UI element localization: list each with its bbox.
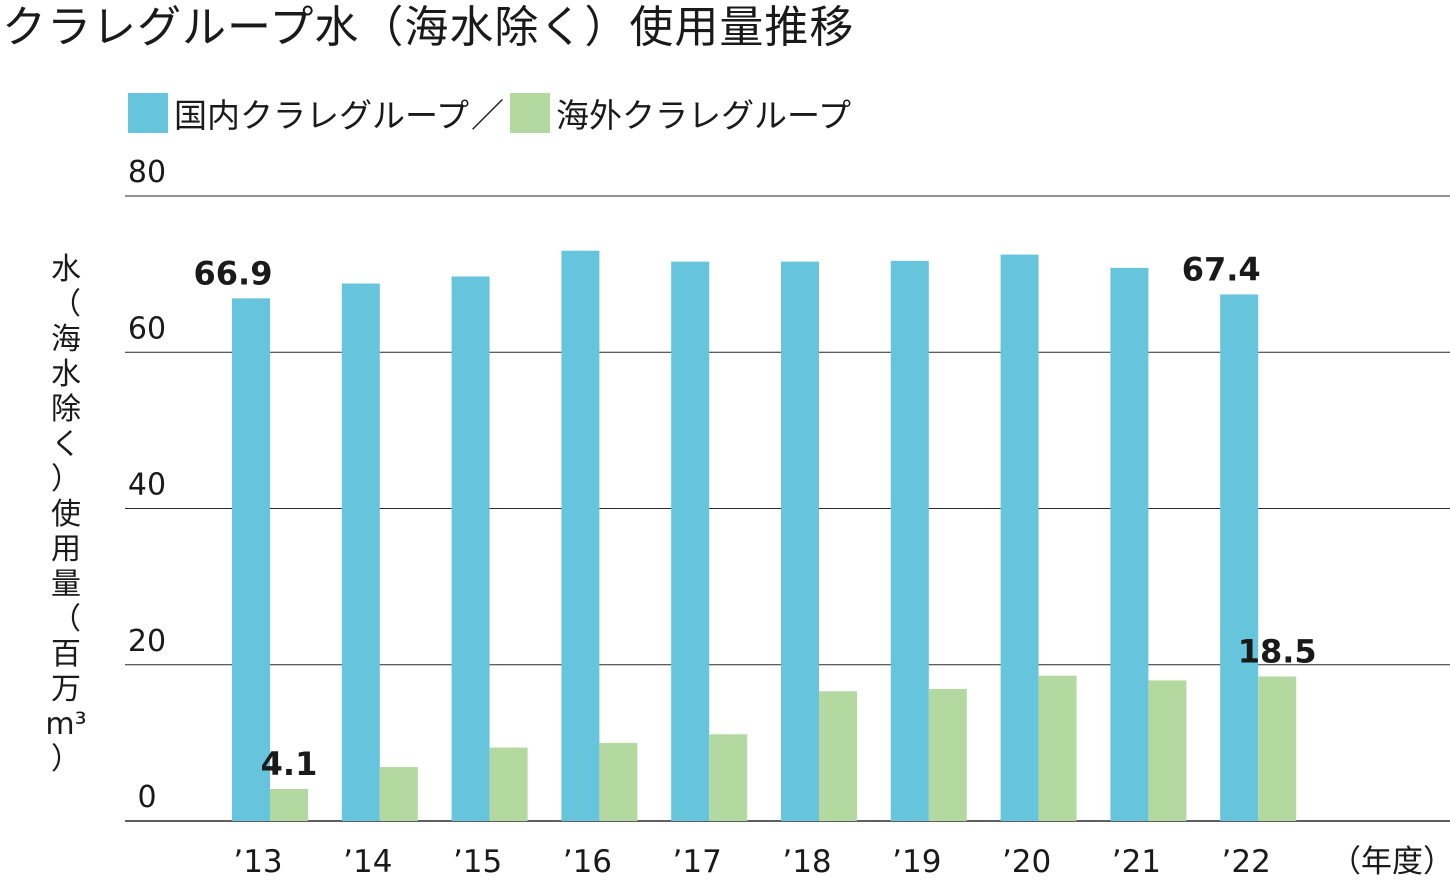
y-tick-label: 60 — [128, 311, 166, 346]
data-label: 18.5 — [1238, 632, 1317, 670]
bar-domestic — [341, 283, 380, 821]
x-tick-label: ’19 — [892, 844, 941, 880]
x-tick-label: ’16 — [563, 844, 612, 880]
y-axis-label-char: 百 — [51, 637, 81, 672]
bar-overseas — [819, 691, 857, 821]
y-axis-label-char: ） — [51, 742, 81, 777]
bar-domestic — [781, 261, 819, 821]
y-tick-label: 20 — [128, 624, 166, 659]
bar-overseas — [1038, 675, 1077, 821]
bar-domestic — [1000, 254, 1039, 821]
bar-domestic — [451, 276, 490, 821]
x-tick-label: ’13 — [233, 844, 282, 880]
legend-label-domestic: 国内クラレグループ — [174, 96, 470, 135]
y-axis-label-char: （ — [51, 287, 81, 322]
x-tick-label: ’17 — [673, 844, 722, 880]
y-axis-label-char: 使 — [51, 497, 81, 532]
y-tick-label: 80 — [128, 155, 166, 190]
y-tick-label: 0 — [137, 780, 156, 815]
bar-domestic — [561, 250, 600, 821]
bar-domestic — [1220, 294, 1259, 821]
bar-overseas — [709, 734, 748, 821]
y-axis-label-char: く — [51, 427, 81, 462]
x-tick-label: ’22 — [1222, 844, 1271, 880]
y-axis-label-char: 水 — [51, 252, 81, 287]
bar-overseas — [1258, 676, 1297, 821]
x-tick-label: ’20 — [1002, 844, 1051, 880]
data-label: 67.4 — [1182, 250, 1261, 288]
y-axis-label-char: 量 — [51, 567, 81, 602]
y-axis-label: 水（海水除く）使用量（百万 m³） — [42, 252, 90, 777]
bar-domestic — [890, 260, 929, 821]
legend-swatch-domestic — [128, 93, 168, 133]
legend-separator: ／ — [471, 96, 505, 135]
bar-overseas — [928, 688, 967, 821]
bar-overseas — [379, 767, 418, 821]
data-label: 66.9 — [194, 254, 273, 292]
bar-overseas — [599, 742, 638, 821]
y-axis-label-char: 万 — [51, 672, 81, 707]
legend-label-overseas: 海外クラレグループ — [556, 96, 852, 135]
x-axis-unit: （年度） — [1330, 844, 1450, 880]
x-tick-label: ’18 — [782, 844, 831, 880]
legend: 国内クラレグループ ／ 海外クラレグループ — [128, 88, 851, 138]
y-axis-label-char: 海 — [51, 322, 81, 357]
bar-domestic — [232, 298, 270, 821]
bar-overseas — [489, 747, 528, 821]
y-axis-label-char: m³ — [45, 707, 87, 742]
y-axis-label-char: （ — [51, 602, 81, 637]
x-tick-label: ’14 — [343, 844, 392, 880]
legend-swatch-overseas — [510, 93, 551, 133]
bar-domestic — [671, 261, 710, 821]
x-tick-label: ’15 — [453, 844, 502, 880]
chart-title: クラレグループ水（海水除く）使用量推移 — [2, 2, 855, 53]
y-axis-label-char: ） — [51, 462, 81, 497]
x-tick-label: ’21 — [1112, 844, 1161, 880]
y-axis-label-char: 用 — [51, 532, 81, 567]
bar-domestic — [1110, 267, 1149, 821]
data-label: 4.1 — [261, 745, 318, 783]
bar-overseas — [1148, 680, 1187, 821]
y-axis-label-char: 除 — [51, 392, 81, 427]
bar-overseas — [270, 788, 308, 821]
y-tick-label: 40 — [128, 468, 166, 503]
y-axis-label-char: 水 — [51, 357, 81, 392]
